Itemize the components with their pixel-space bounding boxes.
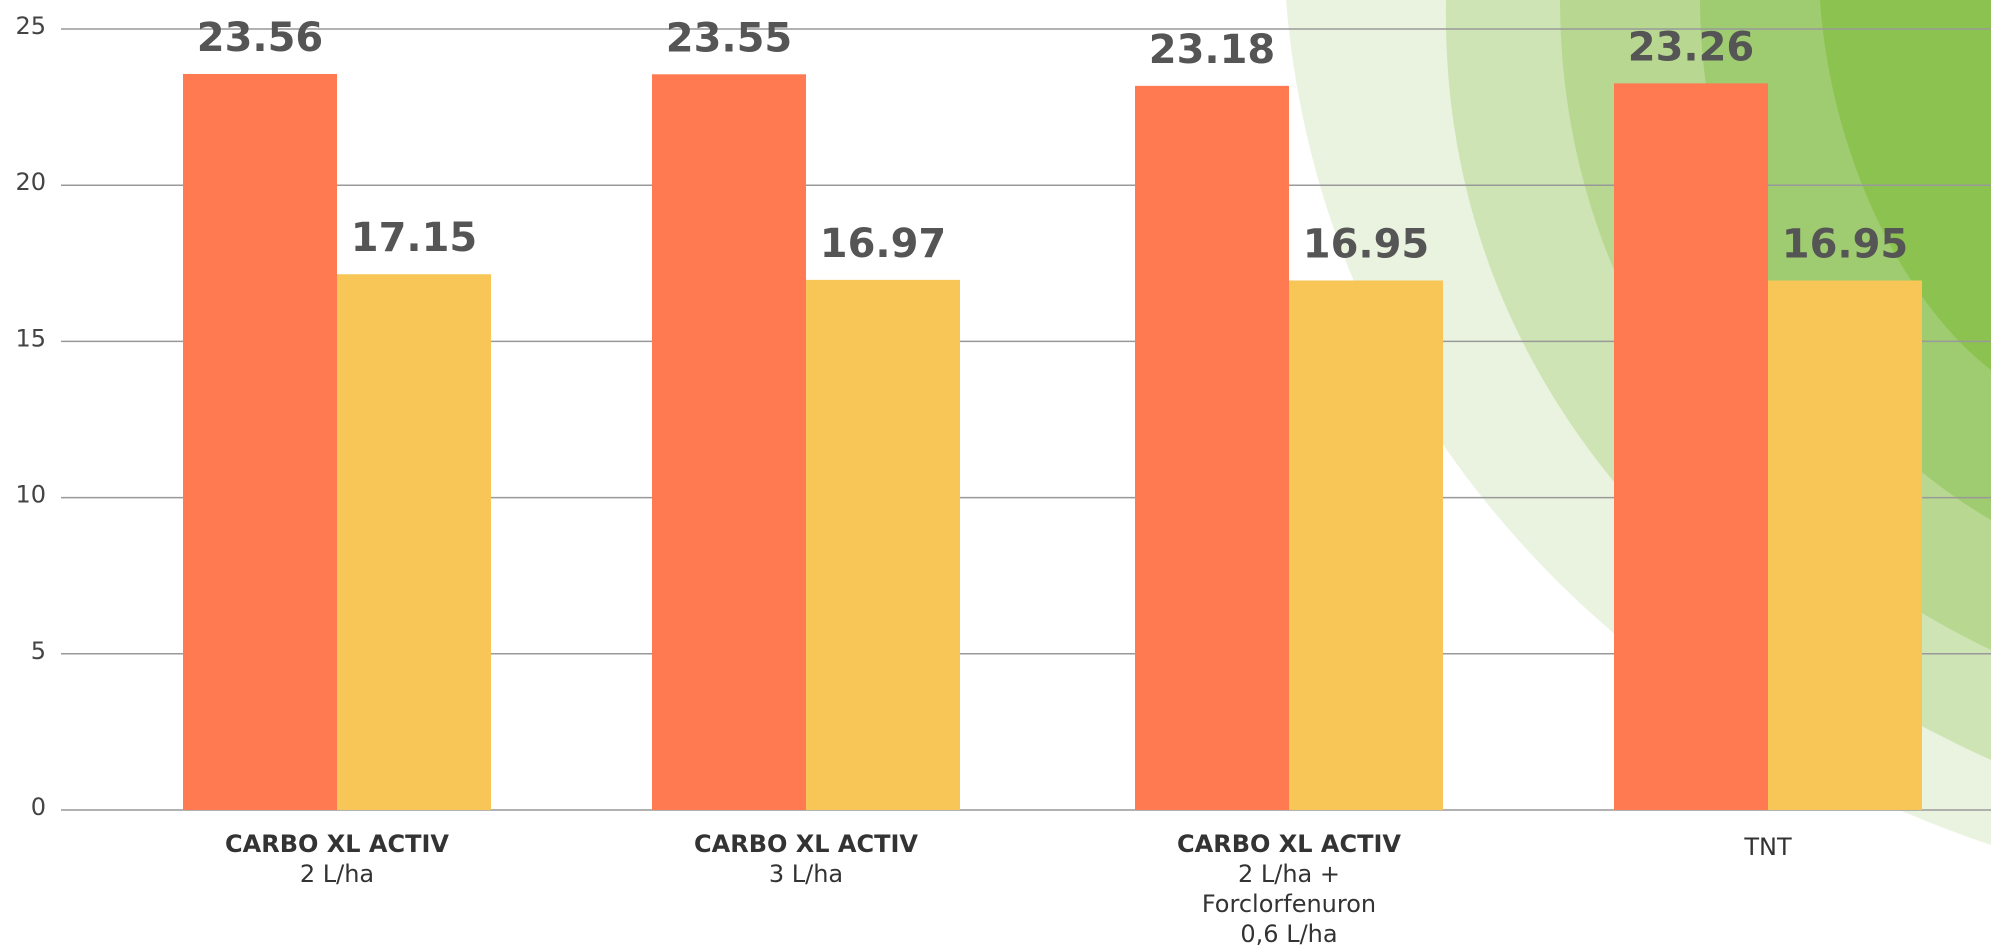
value-label: 23.26 [1628, 24, 1755, 70]
x-tick-label: 2 L/ha + [1238, 860, 1340, 888]
y-tick-label: 15 [15, 324, 46, 352]
bar [806, 279, 960, 811]
bar [337, 274, 491, 810]
x-tick-label: CARBO XL ACTIV [225, 830, 449, 858]
value-label: 23.18 [1149, 27, 1276, 73]
y-tick-label: 10 [15, 481, 46, 509]
y-tick-label: 25 [15, 12, 46, 40]
bar [1614, 83, 1768, 810]
value-label: 23.55 [666, 15, 793, 61]
x-tick-label: TNT [1743, 833, 1792, 861]
x-tick-label: CARBO XL ACTIV [1177, 830, 1401, 858]
bar [652, 74, 806, 811]
x-tick-label: 2 L/ha [300, 860, 374, 888]
y-tick-label: 20 [15, 168, 46, 196]
x-tick-label: CARBO XL ACTIV [694, 830, 918, 858]
value-label: 17.15 [351, 215, 478, 261]
value-label: 16.95 [1782, 221, 1909, 267]
x-tick-label: Forclorfenuron [1202, 890, 1376, 918]
bar [1289, 280, 1443, 810]
bar [1768, 280, 1922, 810]
y-tick-label: 0 [31, 793, 46, 821]
value-label: 23.56 [197, 15, 324, 61]
y-tick-label: 5 [31, 637, 46, 665]
bar [1135, 85, 1289, 810]
x-tick-label: 0,6 L/ha [1240, 920, 1337, 948]
bar [183, 73, 337, 811]
x-tick-label: 3 L/ha [769, 860, 843, 888]
value-label: 16.95 [1303, 221, 1430, 267]
value-label: 16.97 [820, 221, 947, 267]
